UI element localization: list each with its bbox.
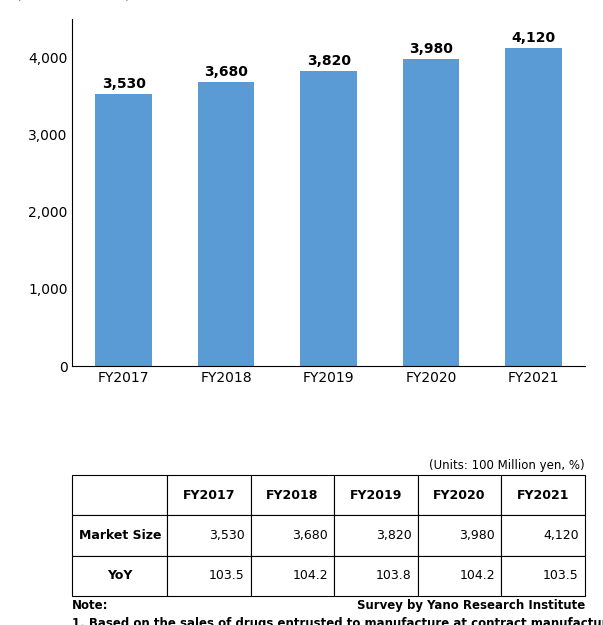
Bar [334,556,418,596]
Text: FY2020: FY2020 [434,489,486,502]
Text: 3,680: 3,680 [292,529,328,542]
Bar [198,82,254,366]
Bar [167,475,251,516]
Text: Market Size: Market Size [78,529,161,542]
Bar [418,556,501,596]
Bar [505,48,562,366]
Bar [403,59,459,366]
Text: 3,980: 3,980 [409,42,453,56]
Bar [418,475,501,516]
Text: YoY: YoY [107,569,133,582]
Bar [251,516,334,556]
Bar [251,475,334,516]
Bar [167,556,251,596]
Bar [418,516,501,556]
Text: 104.2: 104.2 [292,569,328,582]
Bar [167,516,251,556]
Text: 103.5: 103.5 [209,569,245,582]
Text: FY2019: FY2019 [350,489,402,502]
Bar [334,475,418,516]
Text: 3,980: 3,980 [459,529,495,542]
Text: 103.8: 103.8 [376,569,412,582]
Text: 3,680: 3,680 [204,65,248,79]
Text: FY2017: FY2017 [183,489,235,502]
Bar [501,556,585,596]
Bar [501,516,585,556]
Bar [251,556,334,596]
Text: 3,820: 3,820 [376,529,412,542]
Bar [72,556,167,596]
Text: Survey by Yano Research Institute: Survey by Yano Research Institute [356,599,585,612]
Text: 3,820: 3,820 [307,54,350,68]
Text: 104.2: 104.2 [459,569,495,582]
Text: Note:: Note: [72,599,109,612]
Text: 4,120: 4,120 [511,31,556,45]
Bar [72,475,167,516]
Text: (100 Million Yen): (100 Million Yen) [16,0,130,1]
Text: FY2018: FY2018 [267,489,319,502]
Bar [95,94,152,366]
Text: (Units: 100 Million yen, %): (Units: 100 Million yen, %) [429,459,585,472]
Text: 4,120: 4,120 [543,529,579,542]
Text: 1. Based on the sales of drugs entrusted to manufacture at contract manufacturin: 1. Based on the sales of drugs entrusted… [72,618,603,625]
Bar [501,475,585,516]
Bar [334,516,418,556]
Text: 103.5: 103.5 [543,569,579,582]
Text: FY2021: FY2021 [517,489,569,502]
Bar [72,516,167,556]
Text: 3,530: 3,530 [209,529,245,542]
Bar [300,71,357,366]
Text: 3,530: 3,530 [102,76,145,91]
